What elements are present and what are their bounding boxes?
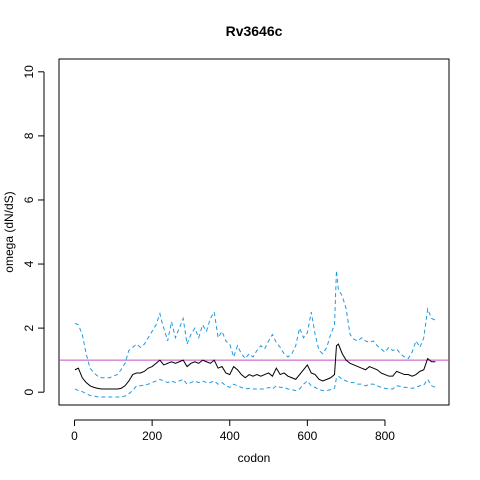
y-axis: 0 2 4 6 8 10	[22, 65, 45, 396]
series-group	[74, 270, 436, 398]
y-tick-label: 6	[22, 196, 36, 203]
y-axis-label: omega (dN/dS)	[2, 191, 16, 272]
x-tick-label: 0	[71, 429, 78, 443]
x-axis-label: codon	[238, 451, 271, 465]
y-tick-label: 2	[22, 324, 36, 331]
x-tick-label: 600	[297, 429, 317, 443]
x-tick-label: 400	[220, 429, 240, 443]
x-axis: 0 200 400 600 800	[71, 419, 395, 443]
plot-frame	[58, 58, 450, 406]
series-line-estimate	[74, 343, 436, 390]
chart-title: Rv3646c	[226, 23, 283, 39]
y-tick-label: 8	[22, 132, 36, 139]
y-tick-label: 4	[22, 260, 36, 267]
y-tick-label: 0	[22, 389, 36, 396]
y-tick-label: 10	[22, 65, 36, 79]
x-tick-label: 200	[142, 429, 162, 443]
series-line-upper	[74, 270, 436, 379]
series-line-lower	[74, 375, 436, 398]
x-tick-label: 800	[375, 429, 395, 443]
